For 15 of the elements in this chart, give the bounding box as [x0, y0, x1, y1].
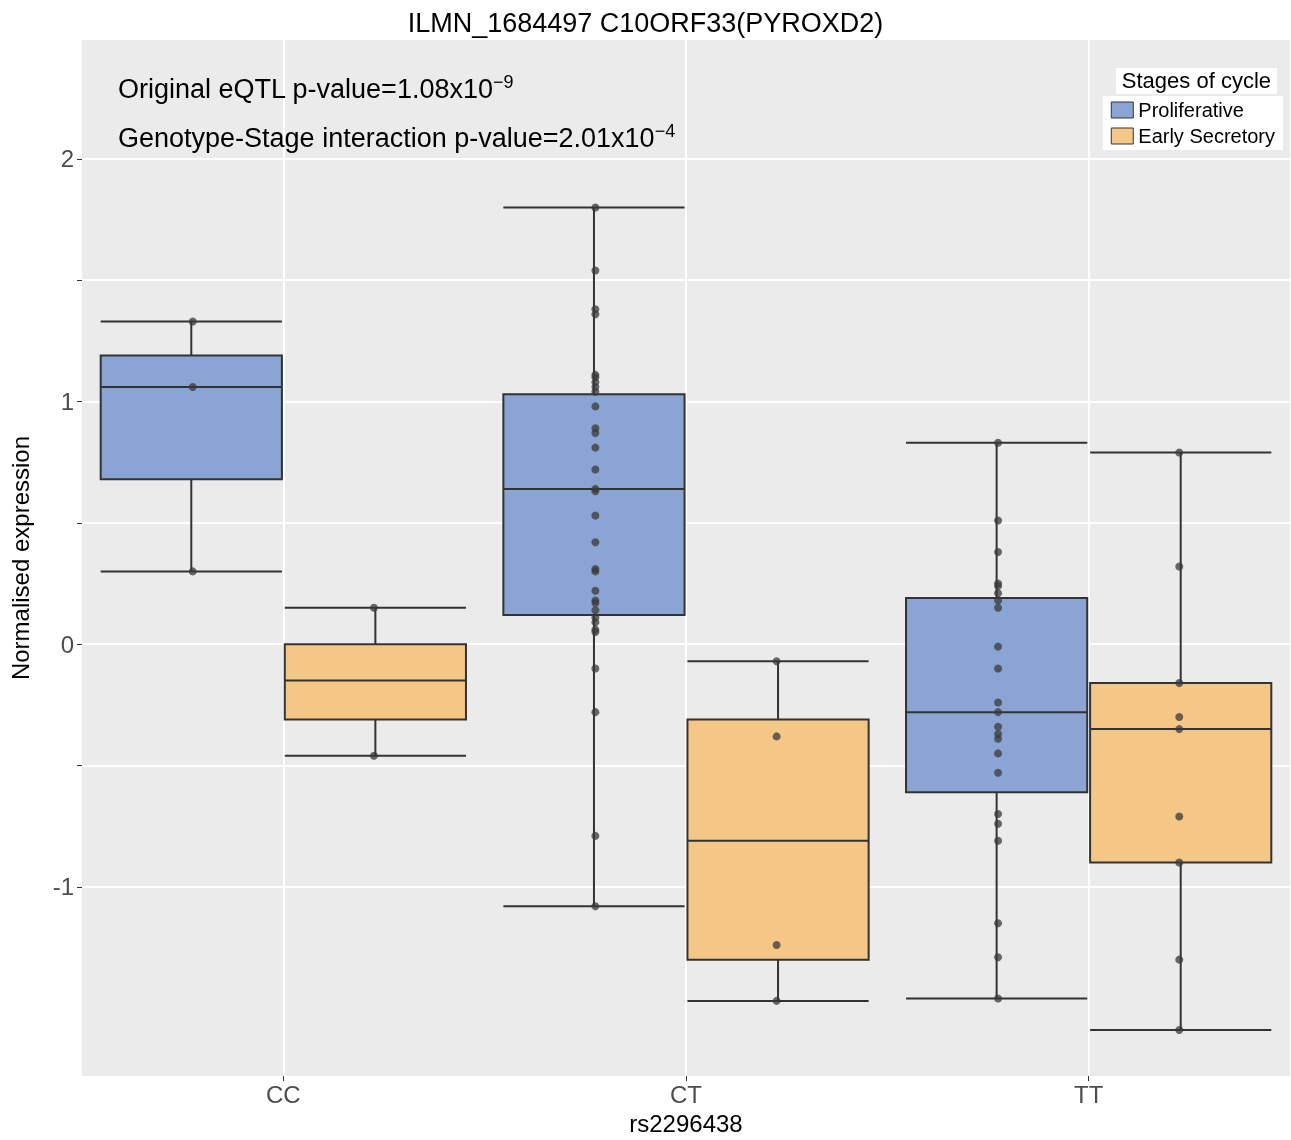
y-tick-label: 2 [60, 145, 74, 173]
annotation: Genotype-Stage interaction p-value=2.01x10$^{−4}$ [118, 121, 676, 154]
x-tick-label: CT [670, 1080, 703, 1108]
x-tick-label: CC [266, 1080, 301, 1108]
annotation: Original eQTL p-value=1.08x10$^{−9}$ [118, 72, 514, 105]
y-tick-label: -1 [52, 873, 74, 901]
x-axis-title: rs2296438 [629, 1109, 743, 1137]
y-tick-label: 1 [60, 388, 74, 416]
legend-label: Proliferative [1138, 99, 1244, 121]
y-axis-title: Normalised expression [6, 436, 34, 681]
legend-label: Early Secretory [1138, 125, 1276, 147]
chart-title: ILMN_1684497 C10ORF33(PYROXD2) [407, 7, 884, 38]
x-tick-label: TT [1074, 1080, 1104, 1108]
y-tick-label: 0 [60, 630, 74, 658]
legend-title: Stages of cycle [1115, 68, 1277, 94]
